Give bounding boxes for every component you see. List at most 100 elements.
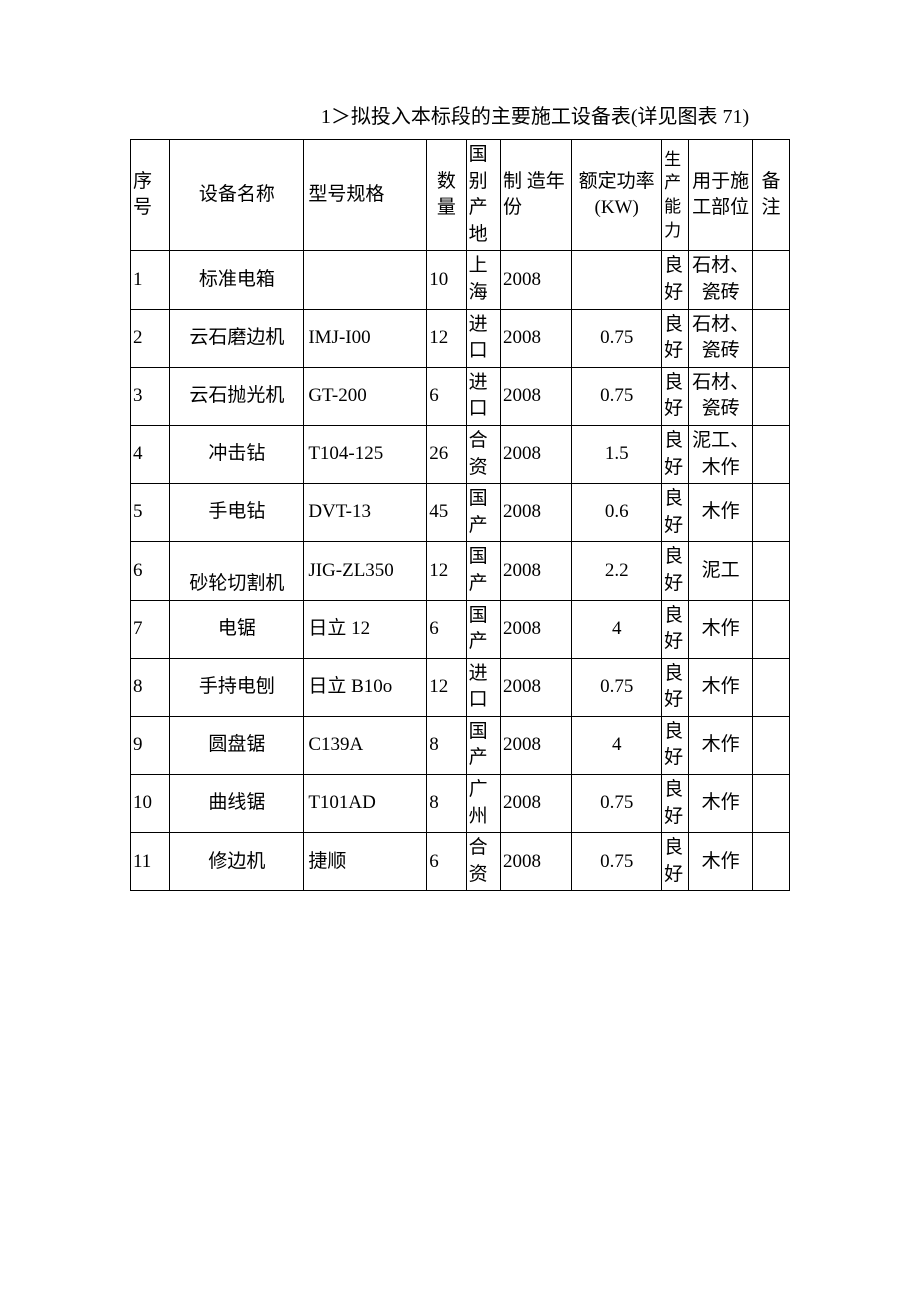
cell-model: GT-200: [304, 367, 427, 425]
cell-seq: 7: [131, 600, 170, 658]
cell-seq: 11: [131, 833, 170, 891]
header-power: 额定功率(KW): [572, 140, 662, 251]
cell-name: 圆盘锯: [170, 716, 304, 774]
cell-power: 0.6: [572, 484, 662, 542]
cell-seq: 2: [131, 309, 170, 367]
cell-capacity: 良好: [662, 542, 689, 600]
cell-capacity: 良好: [662, 775, 689, 833]
cell-capacity: 良好: [662, 484, 689, 542]
header-seq: 序号: [131, 140, 170, 251]
table-row: 4 冲击钻 T104-125 26 合资 2008 1.5 良好 泥工、木作: [131, 425, 790, 483]
cell-usage: 木作: [689, 484, 753, 542]
cell-seq: 9: [131, 716, 170, 774]
cell-power: 1.5: [572, 425, 662, 483]
cell-name: 冲击钻: [170, 425, 304, 483]
cell-power: 0.75: [572, 658, 662, 716]
cell-year: 2008: [501, 775, 572, 833]
cell-qty: 6: [427, 367, 466, 425]
cell-year: 2008: [501, 251, 572, 309]
cell-remark: [753, 484, 790, 542]
cell-name: 电锯: [170, 600, 304, 658]
table-row: 1 标准电箱 10 上海 2008 良好 石材、瓷砖: [131, 251, 790, 309]
cell-remark: [753, 658, 790, 716]
cell-qty: 8: [427, 716, 466, 774]
cell-usage: 泥工、木作: [689, 425, 753, 483]
cell-qty: 12: [427, 542, 466, 600]
cell-seq: 3: [131, 367, 170, 425]
cell-usage: 石材、瓷砖: [689, 309, 753, 367]
cell-usage: 木作: [689, 833, 753, 891]
cell-origin: 进口: [466, 367, 500, 425]
page-title: 1＞拟投入本标段的主要施工设备表(详见图表 71): [130, 100, 790, 129]
cell-seq: 1: [131, 251, 170, 309]
cell-power: 2.2: [572, 542, 662, 600]
cell-year: 2008: [501, 367, 572, 425]
cell-model: T101AD: [304, 775, 427, 833]
cell-model: IMJ-I00: [304, 309, 427, 367]
cell-name: 砂轮切割机: [170, 542, 304, 600]
cell-year: 2008: [501, 309, 572, 367]
cell-qty: 12: [427, 309, 466, 367]
table-row: 10 曲线锯 T101AD 8 广州 2008 0.75 良好 木作: [131, 775, 790, 833]
cell-qty: 45: [427, 484, 466, 542]
cell-seq: 6: [131, 542, 170, 600]
cell-capacity: 良好: [662, 251, 689, 309]
table-body: 1 标准电箱 10 上海 2008 良好 石材、瓷砖 2 云石磨边机 IMJ-I…: [131, 251, 790, 891]
cell-year: 2008: [501, 425, 572, 483]
cell-power: 0.75: [572, 309, 662, 367]
cell-capacity: 良好: [662, 658, 689, 716]
cell-year: 2008: [501, 600, 572, 658]
cell-capacity: 良好: [662, 833, 689, 891]
header-usage: 用于施工部位: [689, 140, 753, 251]
cell-model: T104-125: [304, 425, 427, 483]
cell-remark: [753, 309, 790, 367]
cell-usage: 木作: [689, 600, 753, 658]
table-row: 2 云石磨边机 IMJ-I00 12 进口 2008 0.75 良好 石材、瓷砖: [131, 309, 790, 367]
cell-qty: 6: [427, 833, 466, 891]
cell-name: 云石磨边机: [170, 309, 304, 367]
cell-usage: 石材、瓷砖: [689, 367, 753, 425]
cell-seq: 10: [131, 775, 170, 833]
cell-name: 云石抛光机: [170, 367, 304, 425]
cell-model: 捷顺: [304, 833, 427, 891]
cell-remark: [753, 251, 790, 309]
cell-origin: 广州: [466, 775, 500, 833]
cell-qty: 12: [427, 658, 466, 716]
cell-usage: 石材、瓷砖: [689, 251, 753, 309]
table-row: 11 修边机 捷顺 6 合资 2008 0.75 良好 木作: [131, 833, 790, 891]
cell-remark: [753, 542, 790, 600]
cell-name: 手电钻: [170, 484, 304, 542]
cell-origin: 上海: [466, 251, 500, 309]
cell-model: [304, 251, 427, 309]
cell-origin: 国产: [466, 716, 500, 774]
cell-power: 0.75: [572, 833, 662, 891]
header-year: 制 造年份: [501, 140, 572, 251]
cell-qty: 6: [427, 600, 466, 658]
cell-power: 4: [572, 600, 662, 658]
cell-capacity: 良好: [662, 425, 689, 483]
cell-seq: 8: [131, 658, 170, 716]
cell-qty: 8: [427, 775, 466, 833]
cell-capacity: 良好: [662, 309, 689, 367]
table-row: 3 云石抛光机 GT-200 6 进口 2008 0.75 良好 石材、瓷砖: [131, 367, 790, 425]
cell-capacity: 良好: [662, 367, 689, 425]
cell-remark: [753, 716, 790, 774]
cell-remark: [753, 425, 790, 483]
header-origin: 国别产地: [466, 140, 500, 251]
table-row: 5 手电钻 DVT-13 45 国产 2008 0.6 良好 木作: [131, 484, 790, 542]
cell-power: [572, 251, 662, 309]
cell-seq: 5: [131, 484, 170, 542]
header-name: 设备名称: [170, 140, 304, 251]
header-model: 型号规格: [304, 140, 427, 251]
cell-year: 2008: [501, 658, 572, 716]
cell-year: 2008: [501, 542, 572, 600]
cell-origin: 国产: [466, 542, 500, 600]
table-row: 6 砂轮切割机 JIG-ZL350 12 国产 2008 2.2 良好 泥工: [131, 542, 790, 600]
cell-name: 手持电刨: [170, 658, 304, 716]
cell-capacity: 良好: [662, 716, 689, 774]
cell-model: DVT-13: [304, 484, 427, 542]
cell-name: 曲线锯: [170, 775, 304, 833]
cell-name: 修边机: [170, 833, 304, 891]
cell-year: 2008: [501, 716, 572, 774]
cell-power: 0.75: [572, 367, 662, 425]
